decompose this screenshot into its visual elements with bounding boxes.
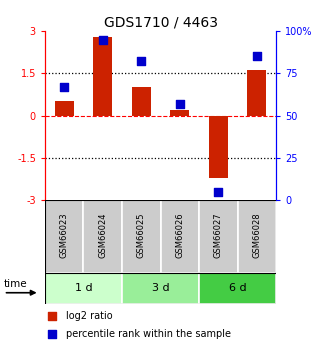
Text: log2 ratio: log2 ratio <box>66 311 112 321</box>
Point <box>139 59 144 64</box>
Point <box>49 331 55 337</box>
Bar <box>247 70 266 116</box>
Point <box>62 84 67 90</box>
Point <box>254 54 259 59</box>
Point <box>177 101 182 107</box>
Bar <box>55 101 74 116</box>
Text: GSM66026: GSM66026 <box>175 212 184 258</box>
Text: GSM66027: GSM66027 <box>214 212 223 258</box>
Text: percentile rank within the sample: percentile rank within the sample <box>66 329 231 339</box>
Bar <box>83 200 122 273</box>
Bar <box>122 273 199 304</box>
Bar <box>199 273 276 304</box>
Point <box>216 189 221 194</box>
Text: 6 d: 6 d <box>229 283 246 293</box>
Text: 1 d: 1 d <box>75 283 92 293</box>
Title: GDS1710 / 4463: GDS1710 / 4463 <box>103 16 218 30</box>
Text: 3 d: 3 d <box>152 283 169 293</box>
Bar <box>45 200 83 273</box>
Point <box>49 313 55 318</box>
Text: GSM66024: GSM66024 <box>98 212 107 258</box>
Text: GSM66025: GSM66025 <box>137 212 146 258</box>
Bar <box>170 110 189 116</box>
Point <box>100 37 105 42</box>
Bar <box>160 200 199 273</box>
Text: GSM66028: GSM66028 <box>252 212 261 258</box>
Bar <box>238 200 276 273</box>
Bar <box>199 200 238 273</box>
Bar <box>93 37 112 116</box>
Bar <box>45 273 122 304</box>
Bar <box>132 87 151 116</box>
Text: GSM66023: GSM66023 <box>60 212 69 258</box>
Bar <box>122 200 160 273</box>
Text: time: time <box>4 279 27 289</box>
Bar <box>209 116 228 178</box>
